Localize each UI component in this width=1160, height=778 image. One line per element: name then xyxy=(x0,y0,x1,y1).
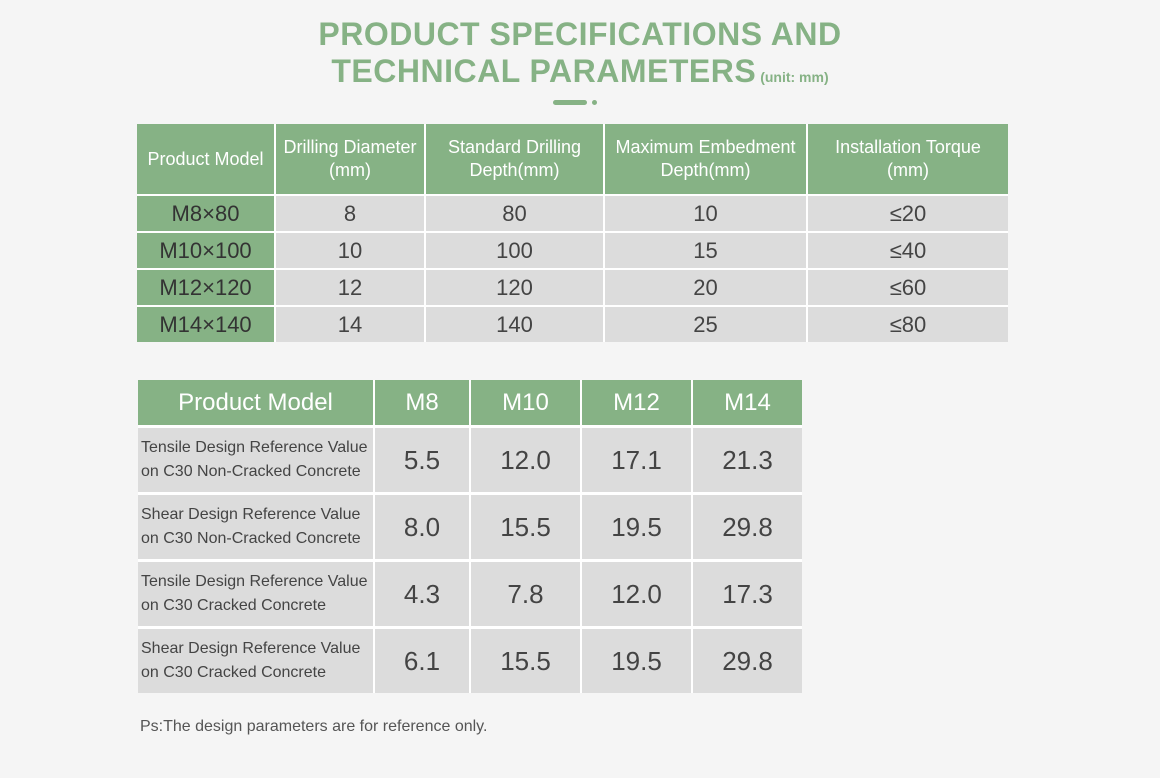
table-cell: 17.1 xyxy=(582,428,693,495)
table-cell: ≤60 xyxy=(808,270,1008,307)
table-row: M8×80 8 80 10 ≤20 xyxy=(137,196,1008,233)
table-cell: 17.3 xyxy=(693,562,802,629)
divider-dot xyxy=(592,100,597,105)
table-cell: ≤80 xyxy=(808,307,1008,342)
table-cell: 15 xyxy=(605,233,808,270)
table-cell: 29.8 xyxy=(693,495,802,562)
table-cell: 12.0 xyxy=(582,562,693,629)
table-cell: 140 xyxy=(426,307,605,342)
table-cell: 14 xyxy=(276,307,426,342)
row-label: Shear Design Reference Value on C30 Non-… xyxy=(138,495,375,562)
table-row: Tensile Design Reference Value on C30 No… xyxy=(138,428,802,495)
table-cell: 29.8 xyxy=(693,629,802,693)
table-cell: 15.5 xyxy=(471,629,582,693)
spec-header-cell: Installation Torque (mm) xyxy=(808,124,1008,196)
design-header-cell: M14 xyxy=(693,380,802,428)
page-title: PRODUCT SPECIFICATIONS AND TECHNICAL PAR… xyxy=(0,16,1160,96)
design-header-cell: M12 xyxy=(582,380,693,428)
model-cell: M12×120 xyxy=(137,270,276,307)
spec-header-cell: Maximum Embedment Depth(mm) xyxy=(605,124,808,196)
row-label: Tensile Design Reference Value on C30 Cr… xyxy=(138,562,375,629)
spec-header-cell: Drilling Diameter (mm) xyxy=(276,124,426,196)
table-row: Shear Design Reference Value on C30 Crac… xyxy=(138,629,802,693)
design-table-header-row: Product Model M8 M10 M12 M14 xyxy=(138,380,802,428)
title-line-2: TECHNICAL PARAMETERS (unit: mm) xyxy=(0,53,1160,96)
design-header-cell: M10 xyxy=(471,380,582,428)
table-cell: ≤40 xyxy=(808,233,1008,270)
table-cell: 19.5 xyxy=(582,629,693,693)
title-line-1: PRODUCT SPECIFICATIONS AND xyxy=(318,16,842,52)
spec-table-header-row: Product Model Drilling Diameter (mm) Sta… xyxy=(137,124,1008,196)
table-cell: 19.5 xyxy=(582,495,693,562)
title-unit: (unit: mm) xyxy=(760,69,829,85)
table-cell: 15.5 xyxy=(471,495,582,562)
title-line-2-text: TECHNICAL PARAMETERS xyxy=(331,53,757,89)
table-cell: 8 xyxy=(276,196,426,233)
table-cell: 12 xyxy=(276,270,426,307)
table-row: Shear Design Reference Value on C30 Non-… xyxy=(138,495,802,562)
table-cell: 10 xyxy=(605,196,808,233)
table-cell: 12.0 xyxy=(471,428,582,495)
design-table: Product Model M8 M10 M12 M14 Tensile Des… xyxy=(138,380,802,693)
table-cell: 21.3 xyxy=(693,428,802,495)
table-row: M10×100 10 100 15 ≤40 xyxy=(137,233,1008,270)
spec-header-cell: Product Model xyxy=(137,124,276,196)
table-row: M12×120 12 120 20 ≤60 xyxy=(137,270,1008,307)
design-header-cell: Product Model xyxy=(138,380,375,428)
row-label: Tensile Design Reference Value on C30 No… xyxy=(138,428,375,495)
divider-bar xyxy=(553,100,587,105)
spec-header-cell: Standard Drilling Depth(mm) xyxy=(426,124,605,196)
spec-table: Product Model Drilling Diameter (mm) Sta… xyxy=(137,124,1008,342)
model-cell: M8×80 xyxy=(137,196,276,233)
model-cell: M14×140 xyxy=(137,307,276,342)
table-cell: 80 xyxy=(426,196,605,233)
table-cell: 4.3 xyxy=(375,562,471,629)
reference-note: Ps:The design parameters are for referen… xyxy=(140,718,488,735)
table-cell: 100 xyxy=(426,233,605,270)
table-cell: 7.8 xyxy=(471,562,582,629)
table-cell: 20 xyxy=(605,270,808,307)
table-row: M14×140 14 140 25 ≤80 xyxy=(137,307,1008,342)
table-cell: 25 xyxy=(605,307,808,342)
table-cell: 10 xyxy=(276,233,426,270)
table-cell: ≤20 xyxy=(808,196,1008,233)
table-cell: 5.5 xyxy=(375,428,471,495)
table-cell: 120 xyxy=(426,270,605,307)
table-cell: 6.1 xyxy=(375,629,471,693)
row-label: Shear Design Reference Value on C30 Crac… xyxy=(138,629,375,693)
model-cell: M10×100 xyxy=(137,233,276,270)
design-header-cell: M8 xyxy=(375,380,471,428)
table-row: Tensile Design Reference Value on C30 Cr… xyxy=(138,562,802,629)
table-cell: 8.0 xyxy=(375,495,471,562)
